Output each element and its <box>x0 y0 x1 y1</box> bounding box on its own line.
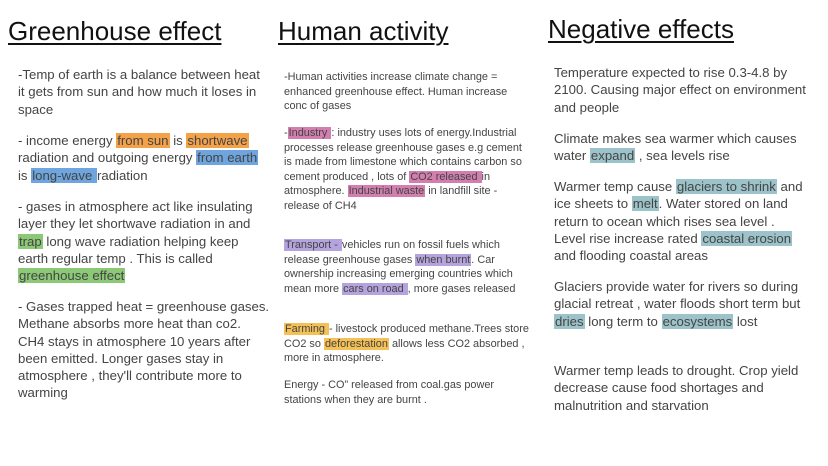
heading-negative-effects: Negative effects <box>548 14 734 44</box>
text-run: Glaciers provide water for rivers so dur… <box>554 279 801 312</box>
paragraph: Temperature expected to rise 0.3-4.8 by … <box>554 64 806 116</box>
paragraph: - gases in atmosphere act like insulatin… <box>18 198 270 284</box>
highlight-teal: coastal erosion <box>701 230 793 246</box>
highlight-purple: Transport - <box>284 239 342 251</box>
paragraph: -Human activities increase climate chang… <box>284 70 529 114</box>
highlight-pink: Industry <box>287 127 332 139</box>
text-run: - <box>284 127 288 139</box>
text-run: long wave radiation helping keep earth r… <box>18 233 239 266</box>
text-run: Energy - CO” released from coal.gas powe… <box>284 379 495 406</box>
highlight-orange: from sun <box>116 133 170 148</box>
highlight-yellow: Farming <box>284 323 329 335</box>
highlight-green: trap <box>18 233 43 249</box>
text-run: lost <box>733 313 758 329</box>
text-run: -Temp of earth is a balance between heat… <box>18 67 260 117</box>
text-run: radiation and outgoing energy <box>18 150 197 166</box>
heading-greenhouse-effect: Greenhouse effect <box>8 16 222 46</box>
paragraph: - Gases trapped heat = greenhouse gases.… <box>18 298 270 402</box>
text-run: and flooding coastal areas <box>554 248 708 264</box>
text-run: : industry uses lots of energy.Industria… <box>284 127 522 183</box>
text-run: - Gases trapped heat = greenhouse gases.… <box>18 299 270 401</box>
highlight-teal: glaciers to shrink <box>675 179 777 194</box>
paragraph: Warmer temp cause glaciers to shrink and… <box>554 178 806 264</box>
text-run: Temperature expected to rise 0.3-4.8 by … <box>554 65 806 115</box>
paragraph: Glaciers provide water for rivers so dur… <box>554 278 806 330</box>
text-run: radiation <box>96 167 148 183</box>
highlight-blue: from earth <box>196 150 259 166</box>
text-run: Warmer temp leads to drought. Crop yield… <box>554 363 799 413</box>
text-run: allows less CO2 absorbed , more in atmos… <box>284 337 525 365</box>
paragraph: - income energy from sun is shortwave ra… <box>18 132 270 184</box>
paragraph: -Industry : industry uses lots of energy… <box>284 126 529 214</box>
text-run: . Car ownership increasing emerging coun… <box>284 253 513 295</box>
text-run: is <box>18 167 32 183</box>
highlight-teal: dries <box>554 313 585 329</box>
text-run: , sea levels rise <box>635 148 730 164</box>
highlight-pink: Industrial waste <box>347 185 426 198</box>
text-run: . Water stored on land return to ocean w… <box>554 196 788 246</box>
text-run: vehicles run on fossil fuels which relea… <box>284 239 500 266</box>
text-run: -Human activities increase climate chang… <box>284 71 508 113</box>
text-run: - income energy <box>18 133 117 148</box>
paragraph: Farming - livestock produced methane.Tre… <box>284 322 529 366</box>
highlight-orange: shortwave <box>186 133 249 148</box>
highlight-purple: when burnt <box>415 253 472 266</box>
paragraph: Climate makes sea warmer which causes wa… <box>554 130 806 165</box>
highlight-purple: cars on road <box>342 282 408 295</box>
text-run: - gases in atmosphere act like insulatin… <box>18 199 253 232</box>
highlight-teal: melt <box>631 196 659 212</box>
text-run: , more gases released <box>407 282 516 295</box>
text-run: - livestock produced methane.Trees store… <box>284 323 529 350</box>
paragraph: Warmer temp leads to drought. Crop yield… <box>554 362 806 414</box>
highlight-blue: long-wave <box>31 167 97 183</box>
paragraph: Transport - vehicles run on fossil fuels… <box>284 238 529 296</box>
heading-human-activity: Human activity <box>278 16 449 46</box>
paragraph: Energy - CO” released from coal.gas powe… <box>284 378 529 407</box>
highlight-teal: expand <box>589 148 636 164</box>
text-run: and ice sheets to <box>554 179 803 212</box>
highlight-yellow: deforestation <box>323 337 389 350</box>
highlight-pink: CO2 released <box>409 170 482 183</box>
highlight-green: greenhouse effect <box>18 268 126 284</box>
text-run: in atmosphere. <box>284 170 491 198</box>
paragraph: -Temp of earth is a balance between heat… <box>18 66 270 118</box>
text-run: Climate makes sea warmer which causes wa… <box>554 131 797 164</box>
text-run: Warmer temp cause <box>554 179 676 194</box>
highlight-teal: ecosystems <box>661 313 734 329</box>
text-run: in landfill site - release of CH4 <box>284 185 498 212</box>
text-run: is <box>169 133 187 148</box>
text-run: long term to <box>584 313 662 329</box>
